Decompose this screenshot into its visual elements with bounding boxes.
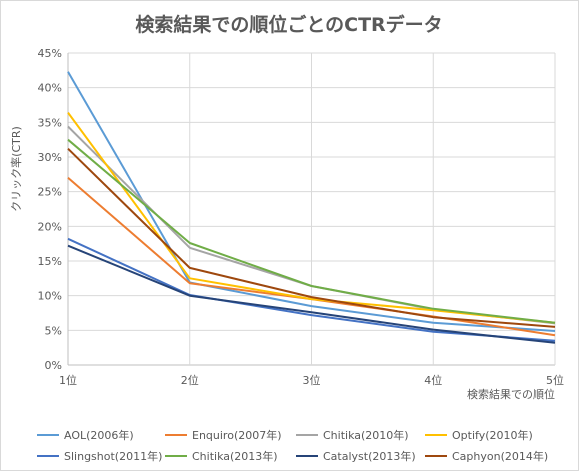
- legend-label: AOL(2006年): [64, 428, 134, 442]
- y-tick-label: 25%: [38, 186, 62, 199]
- x-axis-label: 検索結果での順位: [467, 387, 555, 401]
- y-tick-label: 0%: [45, 359, 62, 372]
- y-tick-label: 35%: [38, 116, 62, 129]
- y-tick-label: 20%: [38, 220, 62, 233]
- chart-title: 検索結果での順位ごとのCTRデータ: [135, 13, 442, 36]
- series-line: [67, 138, 556, 324]
- legend-label: Catalyst(2013年): [323, 449, 416, 463]
- y-tick-label: 10%: [38, 290, 62, 303]
- x-tick-label: 4位: [424, 373, 442, 387]
- legend-label: Chitika(2013年): [192, 449, 278, 463]
- y-tick-label: 40%: [38, 82, 62, 95]
- legend-label: Caphyon(2014年): [452, 449, 548, 463]
- y-tick-label: 5%: [45, 324, 62, 337]
- legend-label: Optify(2010年): [452, 428, 533, 442]
- legend-label: Slingshot(2011年): [64, 449, 162, 463]
- y-axis-label: クリック率(CTR): [9, 126, 23, 212]
- y-tick-labels: 0% 5% 10% 15% 20% 25% 30% 35% 40% 45%: [38, 47, 62, 372]
- gridlines: [67, 52, 556, 366]
- series-line: [67, 244, 556, 344]
- series-line: [67, 147, 556, 328]
- legend-label: Chitika(2010年): [323, 428, 409, 442]
- x-tick-label: 2位: [181, 373, 199, 387]
- x-tick-label: 3位: [303, 373, 321, 387]
- y-tick-label: 15%: [38, 255, 62, 268]
- series-lines: [67, 71, 556, 344]
- x-tick-labels: 1位 2位 3位 4位 5位: [59, 373, 564, 387]
- x-tick-label: 5位: [546, 373, 564, 387]
- legend-label: Enquiro(2007年): [192, 428, 282, 442]
- y-tick-label: 30%: [38, 151, 62, 164]
- x-tick-label: 1位: [59, 373, 77, 387]
- series-line: [67, 71, 556, 332]
- legend: AOL(2006年) Enquiro(2007年) Chitika(2010年) Op…: [37, 428, 548, 463]
- y-tick-label: 45%: [38, 47, 62, 60]
